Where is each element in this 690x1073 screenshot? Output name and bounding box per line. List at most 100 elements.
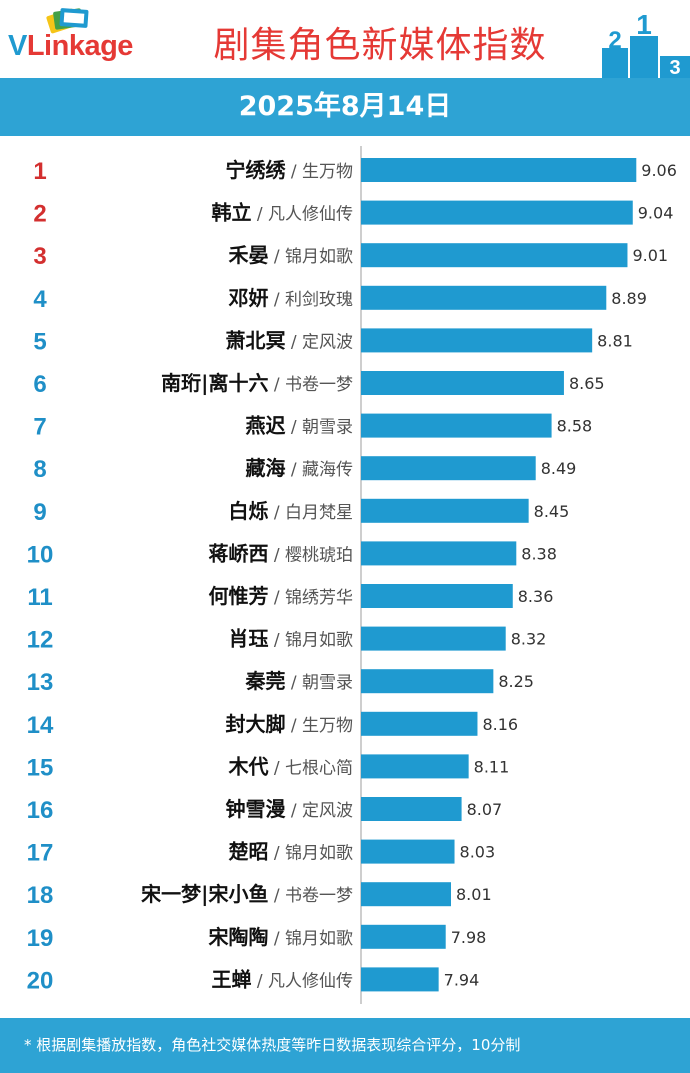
row-label: 宁绣绣 / 生万物 xyxy=(225,158,353,182)
drama-name: 锦月如歌 xyxy=(285,844,353,864)
label-separator: / xyxy=(268,545,285,565)
value-label: 9.04 xyxy=(638,204,674,223)
label-separator: / xyxy=(268,503,285,523)
value-label: 9.06 xyxy=(641,161,677,180)
rank-number: 7 xyxy=(33,414,46,441)
rank-number: 5 xyxy=(33,328,46,355)
character-name: 韩立 xyxy=(211,201,251,225)
data-bar xyxy=(361,200,633,225)
logo-text: VLinkage xyxy=(8,30,133,63)
rank-number: 3 xyxy=(33,243,46,270)
drama-name: 锦月如歌 xyxy=(285,247,353,267)
value-label: 7.98 xyxy=(451,928,487,947)
rank-number: 15 xyxy=(27,754,54,781)
podium-label-1: 1 xyxy=(636,9,652,40)
rank-number: 12 xyxy=(27,627,54,654)
rank-number: 10 xyxy=(27,541,54,568)
logo-rest: Linkage xyxy=(26,30,134,62)
vlinkage-logo: VLinkage xyxy=(8,6,168,72)
drama-name: 朝雪录 xyxy=(302,673,353,693)
label-separator: / xyxy=(285,162,302,182)
label-separator: / xyxy=(268,758,285,778)
character-name: 燕迟 xyxy=(245,414,285,438)
drama-name: 定风波 xyxy=(302,332,353,352)
row-label: 宋一梦|宋小鱼 / 书卷一梦 xyxy=(141,882,353,906)
label-separator: / xyxy=(285,716,302,736)
row-label: 南珩|离十六 / 书卷一梦 xyxy=(161,371,353,395)
character-name: 木代 xyxy=(227,754,268,778)
drama-name: 白月梵星 xyxy=(285,503,353,523)
character-name: 邓妍 xyxy=(228,286,268,310)
row-label: 邓妍 / 利剑玫瑰 xyxy=(228,286,353,310)
drama-name: 凡人修仙传 xyxy=(268,971,353,991)
label-separator: / xyxy=(268,929,285,949)
row-label: 秦莞 / 朝雪录 xyxy=(244,669,353,693)
row-label: 木代 / 七根心简 xyxy=(227,754,353,778)
page-title: 剧集角色新媒体指数 xyxy=(213,25,547,66)
data-bar xyxy=(361,669,494,694)
row-label: 蒋峤西 / 樱桃琥珀 xyxy=(208,541,353,565)
label-separator: / xyxy=(268,631,285,651)
rank-number: 2 xyxy=(33,201,46,228)
character-name: 王蝉 xyxy=(211,967,251,991)
character-name: 钟雪漫 xyxy=(225,797,286,821)
label-separator: / xyxy=(268,375,285,395)
podium-label-2: 2 xyxy=(608,27,621,54)
value-label: 8.11 xyxy=(474,757,510,776)
rank-number: 14 xyxy=(27,712,54,739)
rank-number: 1 xyxy=(33,158,46,185)
rank-number: 9 xyxy=(33,499,46,526)
value-label: 8.01 xyxy=(456,885,492,904)
logo-cards-icon xyxy=(46,8,89,34)
rank-number: 13 xyxy=(27,669,54,696)
character-name: 肖珏 xyxy=(228,627,268,651)
drama-name: 锦月如歌 xyxy=(285,929,353,949)
drama-name: 定风波 xyxy=(302,801,353,821)
value-label: 8.45 xyxy=(534,502,570,521)
character-name: 楚昭 xyxy=(228,840,268,864)
row-label: 藏海 / 藏海传 xyxy=(245,456,353,480)
drama-name: 生万物 xyxy=(302,162,353,182)
rank-number: 11 xyxy=(27,584,52,611)
rank-number: 8 xyxy=(33,456,46,483)
row-label: 王蝉 / 凡人修仙传 xyxy=(211,967,353,991)
row-label: 禾晏 / 锦月如歌 xyxy=(228,243,353,267)
drama-name: 书卷一梦 xyxy=(285,375,353,395)
character-name: 藏海 xyxy=(245,456,285,480)
rank-number: 17 xyxy=(27,840,54,867)
row-label: 燕迟 / 朝雪录 xyxy=(245,414,353,438)
bar-chart-svg: 1 宁绣绣 / 生万物 9.06 2 韩立 / 凡人修仙传 9.04 3 禾晏 / 锦月如歌 9… xyxy=(27,146,677,1004)
label-separator: / xyxy=(251,971,268,991)
footer-note: * 根据剧集播放指数，角色社交媒体热度等昨日数据表现综合评分，10分制 xyxy=(0,1018,690,1073)
drama-name: 凡人修仙传 xyxy=(268,205,353,225)
label-separator: / xyxy=(285,460,302,480)
data-bar xyxy=(361,456,536,481)
row-label: 钟雪漫 / 定风波 xyxy=(225,797,353,821)
data-bar xyxy=(361,584,513,608)
character-name: 封大脚 xyxy=(225,712,285,736)
value-label: 8.89 xyxy=(611,289,647,308)
label-separator: / xyxy=(268,886,285,906)
value-label: 8.49 xyxy=(541,459,577,478)
data-bar xyxy=(361,243,628,268)
character-name: 萧北冥 xyxy=(225,328,285,352)
date-banner: 2025年8月14日 xyxy=(0,78,690,136)
character-name: 宁绣绣 xyxy=(225,158,286,182)
data-bar xyxy=(361,754,469,779)
character-name: 宋一梦|宋小鱼 xyxy=(141,882,268,906)
character-name: 宋陶陶 xyxy=(208,925,268,949)
row-label: 何惟芳 / 锦绣芳华 xyxy=(208,584,353,608)
label-separator: / xyxy=(268,588,285,608)
character-name: 蒋峤西 xyxy=(208,541,268,565)
data-bar xyxy=(361,541,517,566)
data-bar xyxy=(361,839,455,864)
label-separator: / xyxy=(268,844,285,864)
row-label: 封大脚 / 生万物 xyxy=(225,712,353,736)
rank-number: 16 xyxy=(27,797,54,824)
drama-name: 樱桃琥珀 xyxy=(285,545,353,565)
character-name: 秦莞 xyxy=(244,669,285,693)
data-bar xyxy=(361,711,478,736)
label-separator: / xyxy=(285,673,302,693)
drama-name: 生万物 xyxy=(302,716,353,736)
value-label: 8.58 xyxy=(557,417,593,436)
